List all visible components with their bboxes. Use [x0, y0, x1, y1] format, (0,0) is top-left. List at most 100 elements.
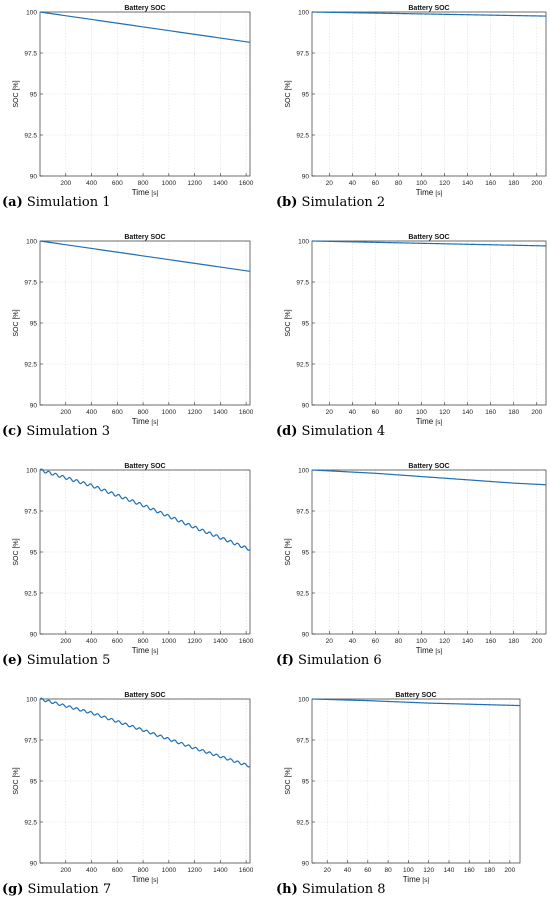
caption-label: (b) [276, 195, 298, 210]
chart-panel-h: 20 40 60 80 100 120 140 160 180 200 90 92.5 95 97.5 10… [285, 692, 521, 884]
caption-e: (e) Simulation 5 [2, 653, 110, 668]
caption-text: Simulation 4 [297, 424, 386, 439]
caption-label: (e) [2, 653, 23, 668]
y-axis-label: SOC [%] [13, 309, 20, 336]
y-axis-label: SOC [%] [285, 309, 292, 336]
x-tick-label: 160 [485, 409, 496, 416]
y-tick-label: 92.5 [296, 361, 309, 368]
y-tick-label: 95 [302, 91, 310, 98]
caption-label: (g) [2, 882, 24, 897]
x-tick-label: 60 [364, 867, 372, 874]
x-tick-label: 20 [326, 409, 334, 416]
x-tick-label: 80 [395, 180, 403, 187]
x-tick-label: 200 [531, 638, 542, 645]
x-axis-label: Time [s] [416, 188, 443, 197]
x-tick-label: 400 [86, 180, 97, 187]
caption-text: Simulation 8 [297, 882, 386, 897]
x-tick-label: 1000 [162, 867, 177, 874]
x-tick-label: 60 [372, 638, 380, 645]
chart-title: Battery SOC [124, 463, 165, 470]
x-tick-label: 120 [439, 638, 450, 645]
x-axis-label-text: Time [416, 188, 436, 197]
chart-title: Battery SOC [408, 463, 449, 470]
caption-c: (c) Simulation 3 [2, 424, 110, 439]
x-axis-unit: [s] [151, 419, 158, 426]
y-tick-label: 97.5 [296, 737, 309, 744]
y-tick-label: 95 [30, 320, 38, 327]
y-tick-label: 95 [30, 778, 38, 785]
x-axis-label: Time [s] [403, 875, 430, 884]
x-tick-label: 1200 [187, 180, 202, 187]
x-tick-label: 200 [531, 180, 542, 187]
x-tick-label: 160 [485, 638, 496, 645]
y-tick-label: 90 [302, 631, 310, 638]
y-axis-label: SOC [%] [285, 80, 292, 107]
chart-panel-g: 200 400 600 800 1000 1200 1400 1600 90 92.5 95 97.5… [13, 692, 254, 884]
chart-title: Battery SOC [408, 5, 449, 12]
plot-area [312, 699, 520, 863]
caption-text: Simulation 1 [22, 195, 111, 210]
x-tick-label: 1200 [187, 867, 202, 874]
y-tick-label: 97.5 [24, 50, 37, 57]
x-tick-label: 600 [112, 409, 123, 416]
x-tick-label: 800 [138, 180, 149, 187]
x-tick-label: 1000 [162, 409, 177, 416]
x-tick-label: 1400 [213, 638, 228, 645]
x-tick-label: 600 [112, 638, 123, 645]
y-tick-label: 97.5 [296, 50, 309, 57]
x-tick-label: 60 [372, 180, 380, 187]
chart-panel-f: 20 40 60 80 100 120 140 160 180 200 90 92.5 95 97.5 10… [285, 463, 547, 655]
x-tick-label: 400 [86, 867, 97, 874]
soc-series-line [311, 11, 547, 17]
y-tick-label: 92.5 [296, 132, 309, 139]
x-tick-label: 60 [372, 409, 380, 416]
caption-text: Simulation 7 [23, 882, 112, 897]
x-axis-label-text: Time [132, 875, 152, 884]
x-tick-label: 120 [439, 409, 450, 416]
caption-label: (d) [276, 424, 298, 439]
y-tick-label: 100 [26, 238, 37, 245]
caption-text: Simulation 3 [22, 424, 111, 439]
soc-series-line [311, 469, 547, 486]
y-tick-label: 97.5 [296, 508, 309, 515]
soc-series-line [311, 698, 521, 707]
x-tick-label: 1600 [239, 409, 254, 416]
x-tick-label: 80 [384, 867, 392, 874]
x-axis-unit: [s] [151, 877, 158, 884]
caption-label: (f) [276, 653, 294, 668]
soc-series-line [311, 240, 547, 247]
x-tick-label: 20 [326, 180, 334, 187]
y-tick-label: 92.5 [24, 819, 37, 826]
x-tick-label: 180 [508, 180, 519, 187]
x-tick-label: 180 [508, 638, 519, 645]
x-axis-label: Time [s] [132, 875, 159, 884]
x-tick-label: 180 [484, 867, 495, 874]
chart-title: Battery SOC [124, 5, 165, 12]
x-tick-label: 200 [504, 867, 515, 874]
x-tick-label: 1600 [239, 638, 254, 645]
y-tick-label: 90 [302, 860, 310, 867]
x-axis-unit: [s] [422, 877, 429, 884]
x-axis-label: Time [s] [416, 646, 443, 655]
chart-title: Battery SOC [124, 692, 165, 699]
x-tick-label: 20 [324, 867, 332, 874]
y-tick-label: 97.5 [24, 279, 37, 286]
caption-f: (f) Simulation 6 [276, 653, 382, 668]
caption-g: (g) Simulation 7 [2, 882, 111, 897]
x-tick-label: 140 [462, 180, 473, 187]
caption-h: (h) Simulation 8 [276, 882, 386, 897]
x-tick-label: 140 [462, 409, 473, 416]
x-tick-label: 40 [349, 638, 357, 645]
caption-a: (a) Simulation 1 [2, 195, 111, 210]
x-tick-label: 100 [403, 867, 414, 874]
y-tick-label: 92.5 [24, 361, 37, 368]
chart-panel-e: 200 400 600 800 1000 1200 1400 1600 90 92.5 95 97.5… [13, 463, 254, 655]
x-tick-label: 1400 [213, 409, 228, 416]
soc-series-line [39, 697, 251, 768]
caption-label: (c) [2, 424, 23, 439]
chart-title: Battery SOC [408, 234, 449, 241]
chart-title: Battery SOC [395, 692, 436, 699]
x-tick-label: 1600 [239, 180, 254, 187]
y-axis-label: SOC [%] [13, 538, 20, 565]
y-axis-label: SOC [%] [285, 538, 292, 565]
